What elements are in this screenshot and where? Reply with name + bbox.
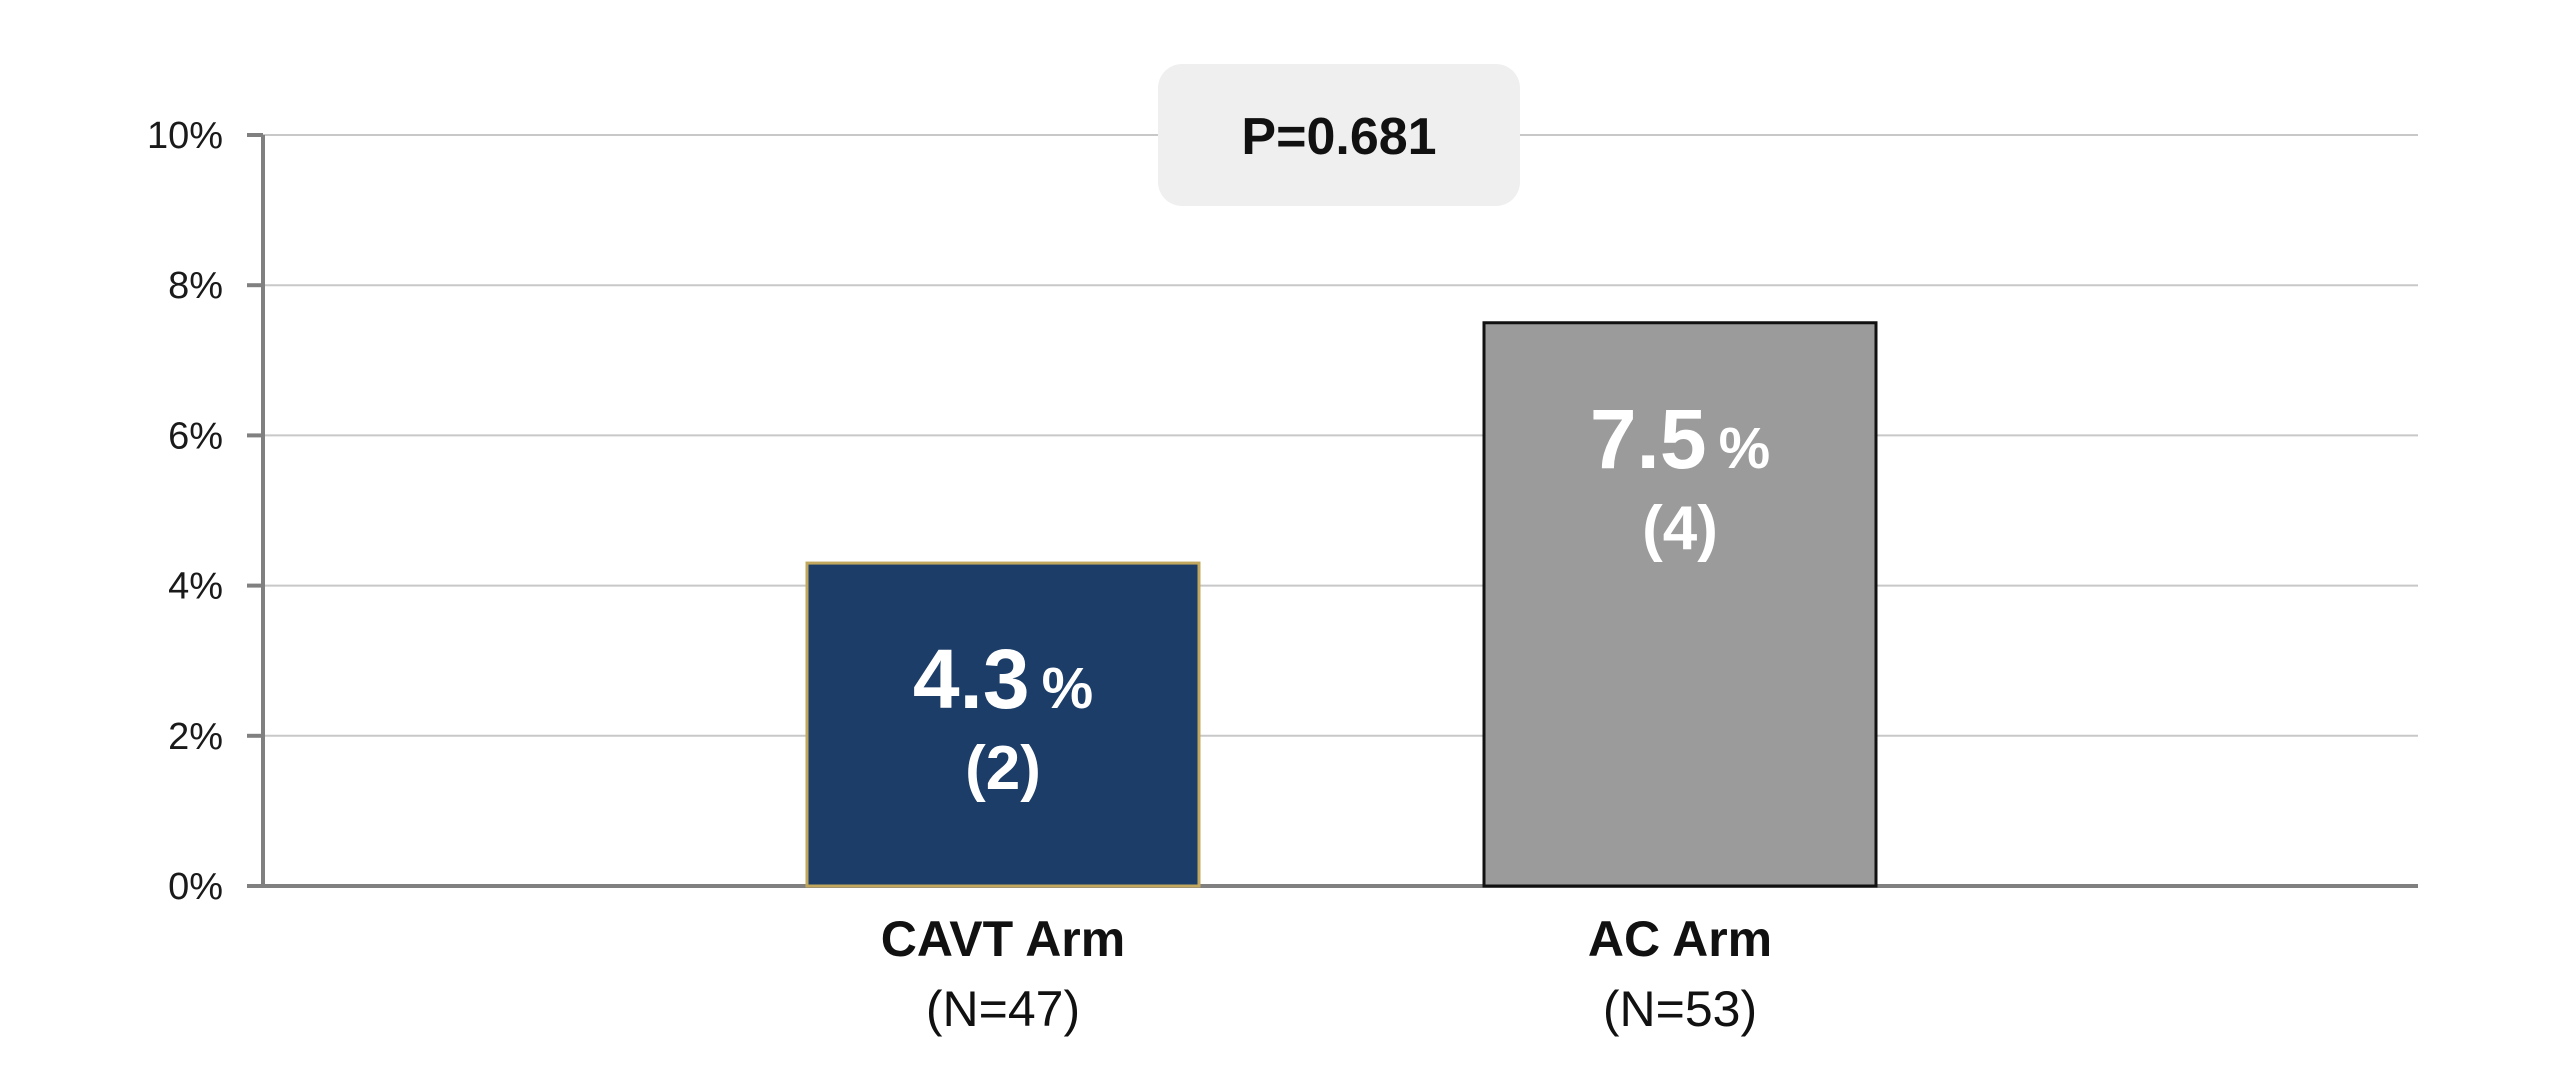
bar-value-number: 7.5 xyxy=(1590,392,1707,486)
bar-count-label: (2) xyxy=(965,734,1041,803)
y-tick-label: 6% xyxy=(168,415,223,457)
y-tick-label: 8% xyxy=(168,265,223,307)
bar-value-suffix: % xyxy=(1719,416,1771,481)
bar-value-number: 4.3 xyxy=(913,632,1030,726)
bar-value-label: 7.5% xyxy=(1590,392,1770,486)
bar-count-label: (4) xyxy=(1642,494,1718,563)
x-category-n-label: (N=53) xyxy=(1603,981,1757,1037)
x-category-label: CAVT Arm xyxy=(881,911,1125,967)
bar-value-suffix: % xyxy=(1042,656,1094,721)
p-value-label: P=0.681 xyxy=(1241,108,1436,166)
bar-value-label: 4.3% xyxy=(913,632,1093,726)
y-tick-label: 4% xyxy=(168,566,223,608)
y-tick-label: 0% xyxy=(168,866,223,908)
p-value-box xyxy=(1158,64,1520,206)
bar xyxy=(1482,321,1878,888)
x-category-n-label: (N=47) xyxy=(926,981,1080,1037)
y-tick-label: 2% xyxy=(168,716,223,758)
x-category-label: AC Arm xyxy=(1588,911,1772,967)
y-tick-label: 10% xyxy=(147,115,223,157)
bar xyxy=(805,561,1201,888)
